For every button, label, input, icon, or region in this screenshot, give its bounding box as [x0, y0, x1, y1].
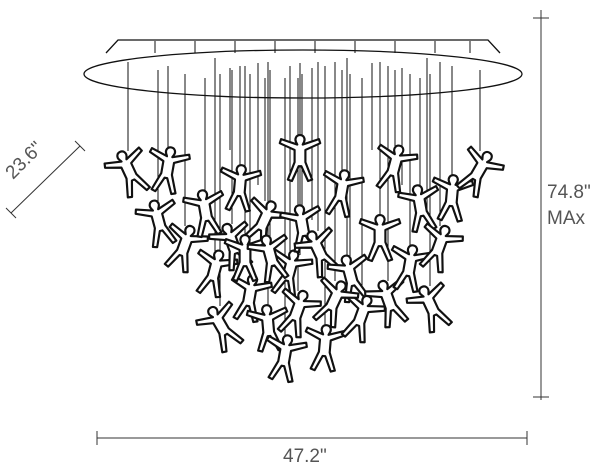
- figure: [259, 330, 310, 386]
- figure: [142, 142, 193, 198]
- width-label: 47.2": [283, 446, 327, 467]
- height-label: 74.8": [547, 182, 591, 203]
- figure: [358, 214, 402, 263]
- height-qualifier-label: MAx: [547, 208, 585, 229]
- figure: [395, 180, 446, 236]
- width-dimension-line: [96, 431, 528, 445]
- figure: [367, 139, 421, 197]
- figure: [301, 322, 348, 374]
- figure: [132, 194, 186, 252]
- canopy: [83, 39, 523, 99]
- figure: [410, 218, 467, 278]
- depth-dimension-line: [5, 140, 86, 219]
- height-dimension-line: [533, 10, 549, 400]
- hanging-figures: [100, 134, 509, 386]
